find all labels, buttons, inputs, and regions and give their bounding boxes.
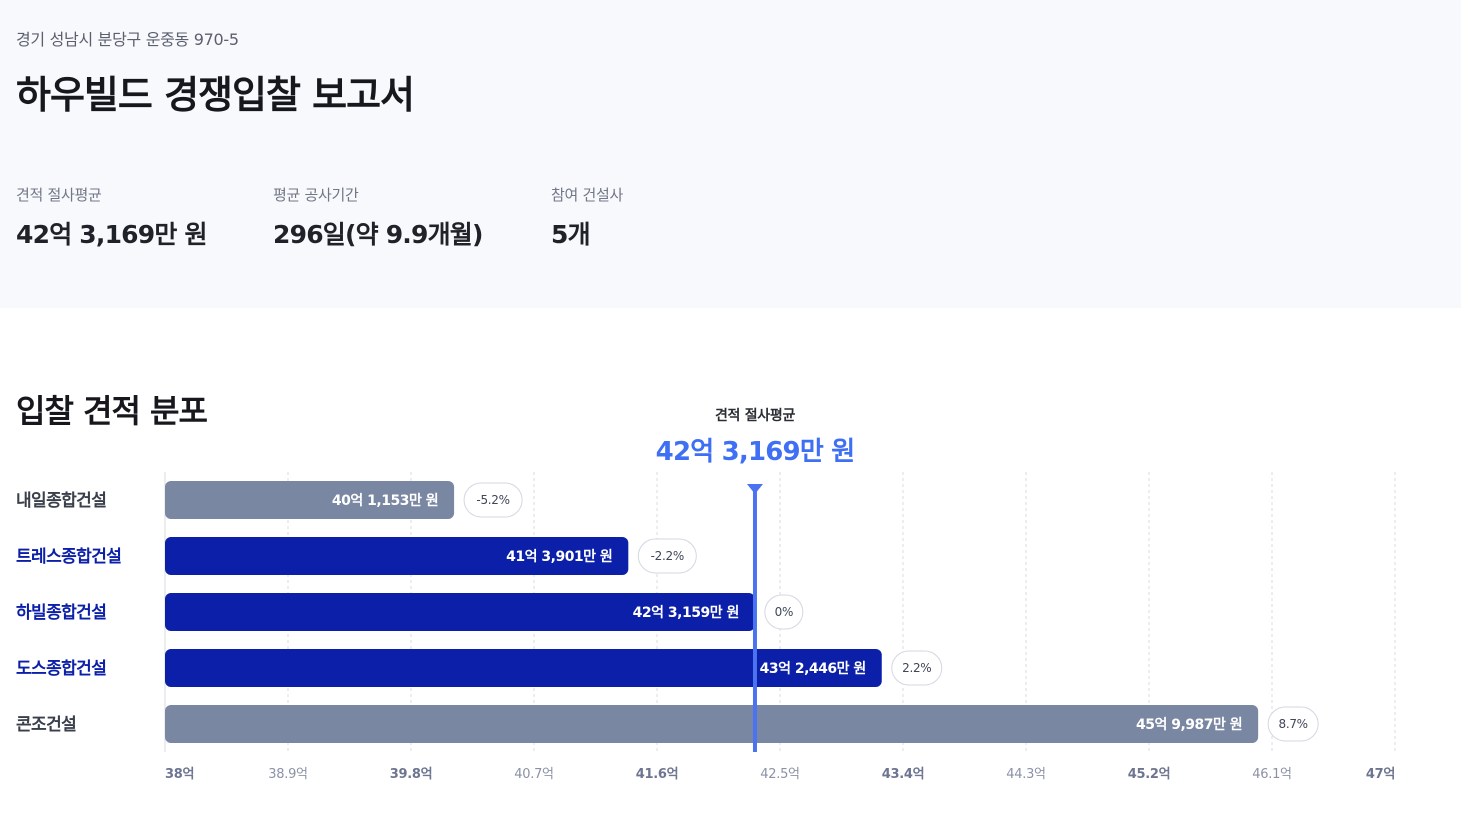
deviation-badge: [891, 650, 943, 686]
deviation-badge: [764, 594, 804, 630]
category-label: 하빌종합건설: [16, 602, 106, 623]
bid-distribution-chart: 38억 38.9억 39.8억 40.7억 41.6억 42.5억 43.4억 44.3억 45…: [16, 472, 1396, 782]
x-tick-label: 38억: [165, 767, 194, 782]
x-tick-label: 43.4억: [882, 767, 925, 782]
average-marker-value: 42억 3,169만 원: [655, 437, 855, 467]
deviation-badge: [1267, 706, 1319, 742]
stat-average-duration: 평균 공사기간 296일(약 9.9개월): [273, 184, 483, 251]
deviation-badge: [463, 482, 523, 518]
x-tick-label: 41.6억: [636, 767, 679, 782]
category-label: 내일종합건설: [16, 490, 106, 511]
x-tick-label: 47억: [1366, 767, 1395, 782]
site-address: 경기 성남시 분당구 운중동 970-5: [16, 30, 239, 49]
report-header: 경기 성남시 분당구 운중동 970-5 하우빌드 경쟁입찰 보고서 견적 절사…: [0, 0, 1461, 308]
section-title: 입찰 견적 분포: [16, 392, 208, 430]
stat-value: 42억 3,169만 원: [16, 220, 207, 249]
average-marker: [746, 484, 763, 494]
bar-value-label: 45억 9,987만 원: [1136, 717, 1242, 733]
x-tick-label: 46.1억: [1252, 767, 1291, 782]
x-tick-label: 38.9억: [268, 767, 307, 782]
bar: [165, 649, 882, 687]
bar-value-label: 40억 1,153만 원: [332, 493, 438, 509]
deviation-label: -2.2%: [651, 549, 684, 563]
stat-value: 296일(약 9.9개월): [273, 220, 483, 249]
report-title: 하우빌드 경쟁입찰 보고서: [16, 73, 415, 117]
stat-value: 5개: [551, 220, 591, 249]
bar: [165, 537, 629, 575]
x-tick-label: 39.8억: [390, 767, 433, 782]
deviation-badge: [637, 538, 697, 574]
deviation-label: 0%: [775, 605, 793, 619]
stat-label: 견적 절사평균: [16, 186, 102, 204]
stat-label: 참여 건설사: [551, 186, 623, 204]
x-tick-label: 45.2억: [1128, 767, 1171, 782]
bar-value-label: 43억 2,446만 원: [760, 661, 866, 677]
average-marker-label: 견적 절사평균: [714, 408, 796, 424]
stat-participants: 참여 건설사 5개: [551, 184, 623, 251]
x-tick-label: 42.5억: [760, 767, 799, 782]
deviation-label: 2.2%: [902, 661, 931, 675]
category-label: 도스종합건설: [16, 658, 106, 679]
deviation-label: -5.2%: [476, 493, 509, 507]
x-tick-label: 40.7억: [514, 767, 553, 782]
bar: [165, 593, 755, 631]
deviation-label: 8.7%: [1279, 717, 1308, 731]
stat-label: 평균 공사기간: [273, 186, 359, 204]
bar-value-label: 41억 3,901만 원: [506, 549, 612, 565]
category-label: 콘조건설: [16, 715, 76, 735]
x-tick-label: 44.3억: [1006, 767, 1045, 782]
bar: [165, 481, 455, 519]
category-label: 트레스종합건설: [16, 546, 121, 567]
bar-value-label: 42억 3,159만 원: [633, 605, 739, 621]
stat-trimmed-average: 견적 절사평균 42억 3,169만 원: [16, 184, 207, 251]
bar: [165, 705, 1259, 743]
